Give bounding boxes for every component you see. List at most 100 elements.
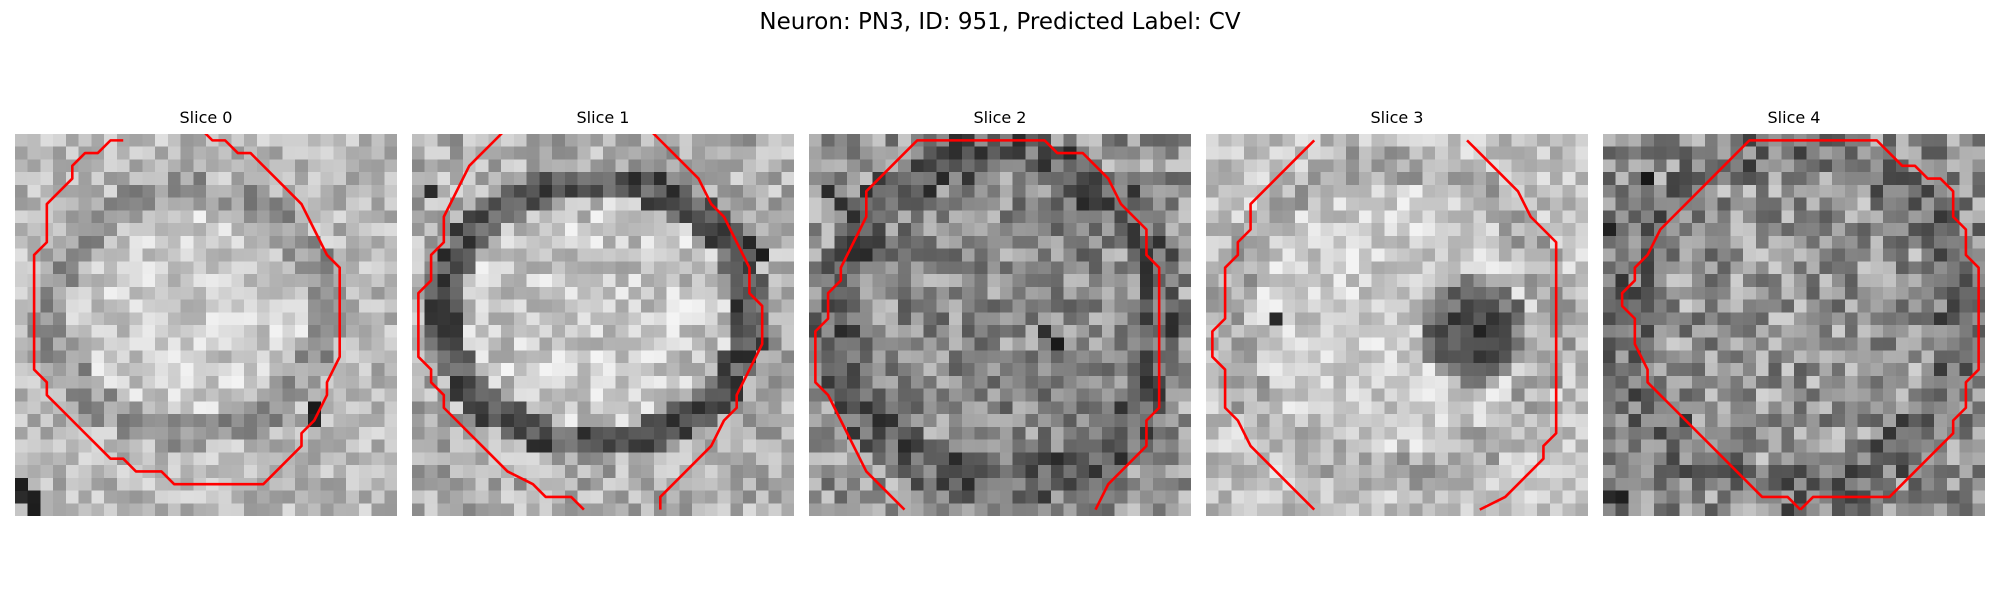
pixel	[615, 248, 629, 262]
pixel	[488, 363, 502, 377]
pixel	[1114, 490, 1128, 504]
pixel	[1717, 197, 1731, 211]
pixel	[1679, 299, 1693, 313]
pixel	[910, 325, 924, 338]
pixel	[1282, 325, 1296, 338]
pixel	[1806, 465, 1820, 479]
pixel	[1244, 388, 1258, 402]
pixel	[768, 172, 782, 186]
pixel	[104, 261, 118, 275]
pixel	[1972, 184, 1985, 198]
pixel	[717, 337, 731, 351]
pixel	[1743, 210, 1757, 224]
pixel	[244, 184, 258, 198]
pixel	[1537, 375, 1551, 389]
pixel	[358, 401, 372, 415]
pixel	[282, 210, 296, 224]
pixel	[628, 363, 642, 377]
pixel	[513, 210, 527, 224]
pixel	[1524, 363, 1538, 377]
pixel	[371, 325, 385, 338]
pixel	[1346, 490, 1360, 504]
pixel	[872, 452, 886, 466]
pixel	[628, 299, 642, 313]
pixel	[1562, 414, 1576, 428]
pixel	[91, 452, 105, 466]
pixel	[1371, 172, 1385, 186]
pixel	[1025, 261, 1039, 275]
pixel	[358, 134, 372, 147]
pixel	[412, 146, 425, 160]
pixel	[1038, 197, 1052, 211]
pixel	[1806, 312, 1820, 326]
pixel	[628, 465, 642, 479]
pixel	[974, 197, 988, 211]
pixel	[1320, 452, 1334, 466]
pixel	[859, 134, 873, 147]
pixel	[1447, 375, 1461, 389]
pixel	[1524, 223, 1538, 237]
pixel	[320, 184, 334, 198]
pixel	[1397, 350, 1410, 364]
pixel	[1358, 350, 1372, 364]
pixel	[974, 503, 988, 516]
pixel	[1384, 401, 1398, 415]
pixel	[53, 426, 67, 440]
pixel	[1575, 414, 1588, 428]
pixel	[1320, 490, 1334, 504]
pixel	[885, 299, 899, 313]
pixel	[847, 490, 861, 504]
pixel	[412, 210, 425, 224]
pixel	[78, 286, 92, 300]
pixel	[424, 223, 438, 237]
pixel	[1511, 337, 1525, 351]
pixel	[603, 401, 616, 415]
pixel	[1768, 439, 1782, 453]
pixel	[129, 248, 143, 262]
pixel	[1307, 286, 1321, 300]
pixel	[116, 274, 130, 288]
pixel	[1549, 197, 1563, 211]
pixel	[1743, 274, 1757, 288]
pixel	[1934, 235, 1948, 249]
pixel	[910, 184, 924, 198]
pixel	[781, 172, 794, 186]
pixel	[104, 197, 118, 211]
pixel	[475, 414, 489, 428]
pixel	[1089, 350, 1103, 364]
pixel	[1089, 325, 1103, 338]
pixel	[768, 414, 782, 428]
pixel	[923, 184, 937, 198]
pixel	[1244, 375, 1258, 389]
pixel	[1231, 184, 1245, 198]
pixel	[1333, 426, 1347, 440]
pixel	[1025, 197, 1039, 211]
pixel	[1012, 210, 1026, 224]
pixel	[450, 363, 464, 377]
pixel	[1832, 426, 1846, 440]
pixel	[218, 350, 232, 364]
pixel	[450, 401, 464, 415]
pixel	[692, 261, 706, 275]
pixel	[1473, 477, 1487, 491]
pixel	[1435, 248, 1449, 262]
pixel	[244, 223, 258, 237]
pixel	[1806, 146, 1820, 160]
pixel	[1870, 184, 1884, 198]
pixel	[358, 197, 372, 211]
pixel	[1371, 439, 1385, 453]
pixel	[910, 274, 924, 288]
pixel	[1346, 426, 1360, 440]
pixel	[155, 401, 169, 415]
pixel	[1692, 477, 1706, 491]
pixel	[590, 426, 604, 440]
pixel	[1089, 274, 1103, 288]
pixel	[1269, 134, 1283, 147]
pixel	[1256, 477, 1270, 491]
pixel	[1653, 299, 1667, 313]
pixel	[1063, 426, 1077, 440]
pixel	[1575, 274, 1588, 288]
pixel	[526, 197, 540, 211]
pixel	[1743, 414, 1757, 428]
pixel	[1282, 172, 1296, 186]
